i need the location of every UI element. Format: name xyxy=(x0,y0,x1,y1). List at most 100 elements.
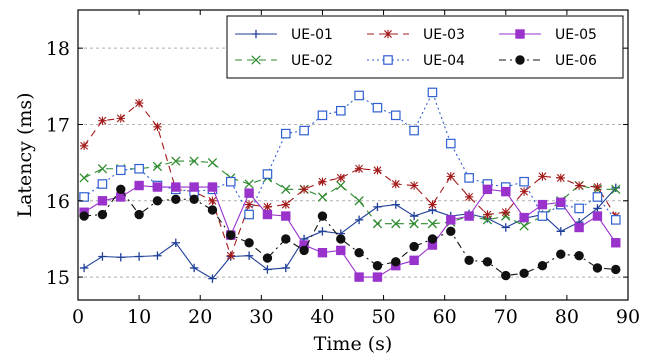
data-point xyxy=(593,182,602,192)
data-point xyxy=(244,251,254,260)
data-point xyxy=(592,211,603,221)
data-point xyxy=(335,105,346,116)
data-point xyxy=(262,253,273,263)
legend-entry: UE-04 xyxy=(367,53,465,69)
data-point xyxy=(372,260,383,271)
x-tick-label: 30 xyxy=(249,306,273,328)
data-point xyxy=(519,176,529,187)
data-point xyxy=(134,252,144,261)
data-point xyxy=(391,257,401,267)
data-point xyxy=(244,238,254,248)
data-point xyxy=(189,263,199,273)
data-point xyxy=(372,272,383,282)
data-point xyxy=(390,110,401,121)
data-point xyxy=(98,116,107,125)
data-point xyxy=(464,173,474,183)
data-point xyxy=(354,90,364,101)
x-axis-label: Time (s) xyxy=(314,333,393,355)
data-point xyxy=(427,87,438,98)
data-point xyxy=(427,234,438,244)
data-point xyxy=(593,204,602,213)
data-point xyxy=(244,188,254,198)
data-point xyxy=(445,138,456,149)
legend-entry: UE-06 xyxy=(499,53,597,69)
x-tick-label: 0 xyxy=(72,306,84,328)
data-point xyxy=(446,172,455,181)
data-point xyxy=(281,200,290,209)
legend-swatch-marker xyxy=(251,29,261,39)
legend-label: UE-03 xyxy=(423,27,465,43)
series-line xyxy=(83,102,617,258)
legend-box xyxy=(226,15,624,79)
data-point xyxy=(537,260,548,271)
data-point xyxy=(244,179,254,189)
x-tick-label: 60 xyxy=(433,306,457,328)
data-point xyxy=(189,156,199,166)
data-point xyxy=(501,223,510,232)
data-point xyxy=(262,209,273,220)
data-point xyxy=(556,227,565,236)
data-point xyxy=(263,265,272,274)
plot-area-frame xyxy=(77,9,629,301)
data-point xyxy=(483,210,492,219)
data-point xyxy=(152,196,163,206)
data-point xyxy=(611,238,621,248)
data-point xyxy=(391,200,400,209)
data-point xyxy=(317,211,328,221)
x-tick-label: 20 xyxy=(188,306,212,328)
data-point xyxy=(538,172,547,181)
data-point xyxy=(280,128,291,139)
data-point xyxy=(207,157,218,168)
legend-label: UE-05 xyxy=(555,27,597,43)
data-point xyxy=(592,263,603,273)
data-point xyxy=(79,211,89,221)
data-point xyxy=(208,196,217,205)
data-point xyxy=(189,182,199,192)
data-point xyxy=(556,249,566,259)
data-point xyxy=(299,245,309,256)
data-point xyxy=(592,192,603,202)
data-point xyxy=(263,202,272,212)
data-point xyxy=(519,187,529,196)
data-point xyxy=(537,199,548,210)
data-point xyxy=(79,263,89,273)
data-point xyxy=(189,194,199,204)
series-line xyxy=(83,160,616,227)
legend-label: UE-01 xyxy=(291,27,333,43)
data-point xyxy=(244,200,254,209)
y-tick-label: 16 xyxy=(46,191,70,213)
data-point xyxy=(482,257,493,267)
data-point xyxy=(134,209,144,220)
data-point xyxy=(427,219,438,229)
data-point xyxy=(317,192,328,202)
data-point xyxy=(409,211,419,221)
data-point xyxy=(446,226,456,237)
data-point xyxy=(98,252,107,261)
data-point xyxy=(409,255,419,266)
data-point xyxy=(556,173,565,183)
data-point xyxy=(574,222,584,233)
axis-ticks: 0 10 20 30 40 50 60 70 80 90 15 16 17 18 xyxy=(46,10,640,328)
legend-entry: UE-02 xyxy=(235,53,333,69)
legend-swatch-marker xyxy=(383,29,393,39)
legend-label: UE-04 xyxy=(423,53,465,69)
data-point xyxy=(409,241,419,252)
data-point xyxy=(574,203,584,214)
data-point xyxy=(611,184,621,195)
data-point xyxy=(79,192,89,202)
data-point xyxy=(336,245,346,256)
data-point xyxy=(317,247,328,258)
series-ue-03 xyxy=(79,98,620,260)
x-tick-label: 90 xyxy=(616,306,640,328)
data-point xyxy=(354,272,364,282)
series-lines xyxy=(79,87,621,283)
data-point xyxy=(373,166,382,175)
series-line xyxy=(83,90,617,221)
data-point xyxy=(556,197,566,208)
legend: UE-01 UE-02 UE-03 UE-04 UE-05 UE-06 xyxy=(226,15,624,79)
data-point xyxy=(97,196,108,206)
series-ue-05 xyxy=(79,180,621,282)
legend-swatch-marker xyxy=(251,55,261,65)
data-point xyxy=(207,205,218,215)
data-point xyxy=(336,234,346,244)
